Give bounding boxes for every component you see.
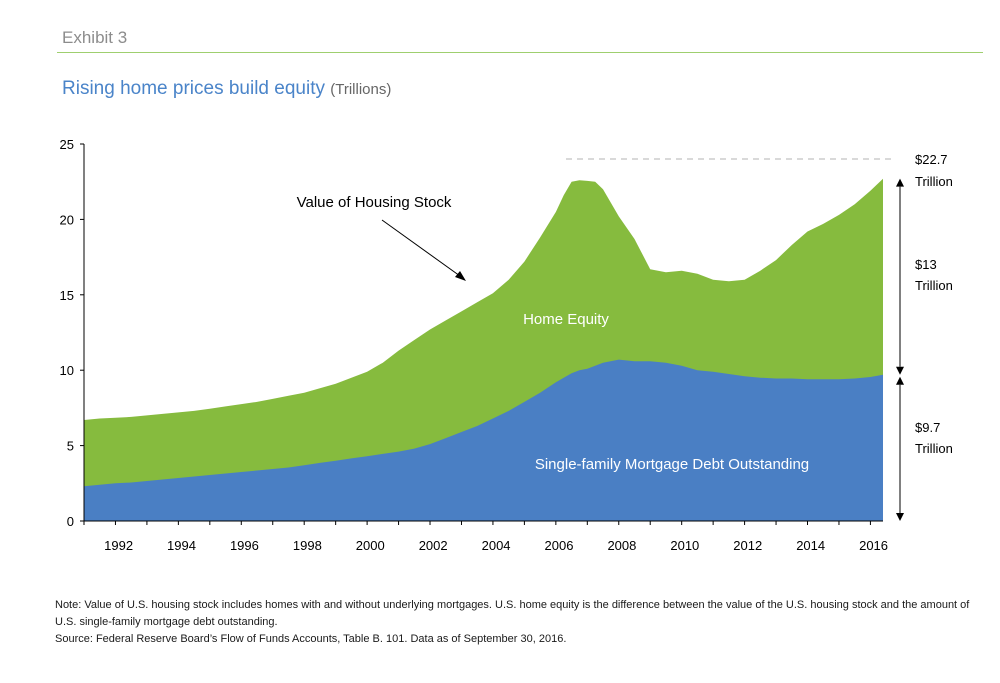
chart-annotations: Value of Housing Stock Home Equity Single-… [297, 152, 953, 521]
mortgage-debt-area [84, 359, 883, 521]
x-tick-label: 2012 [733, 538, 762, 553]
exhibit-label: Exhibit 3 [62, 28, 128, 47]
peak-unit-label: Trillion [915, 174, 953, 189]
debt-arrow-down-head [896, 513, 904, 521]
y-tick-label: 5 [67, 439, 74, 454]
y-tick-label: 0 [67, 514, 74, 529]
x-tick-label: 1992 [104, 538, 133, 553]
chart-areas [84, 178, 883, 521]
equity-arrow-down-head [896, 366, 904, 375]
debt-value-label: $9.7 [915, 420, 940, 435]
equity-value-label: $13 [915, 257, 937, 272]
housing-stock-pointer-head [455, 271, 466, 281]
y-tick-label: 10 [60, 363, 74, 378]
y-tick-label: 15 [60, 288, 74, 303]
x-tick-label: 2002 [419, 538, 448, 553]
x-tick-label: 1998 [293, 538, 322, 553]
x-tick-label: 2016 [859, 538, 888, 553]
chart-title-text: Rising home prices build equity [62, 78, 325, 99]
mortgage-debt-label: Single-family Mortgage Debt Outstanding [535, 456, 809, 473]
x-tick-label: 1994 [167, 538, 196, 553]
chart-axes: 0 5 10 15 20 25 1992 1994 1996 1998 2000 2002 2004 20… [60, 137, 888, 553]
housing-stock-pointer [381, 219, 461, 277]
y-tick-label: 20 [60, 212, 74, 227]
equity-unit-label: Trillion [915, 278, 953, 293]
debt-unit-label: Trillion [915, 441, 953, 456]
source-note: Source: Federal Reserve Board’s Flow of … [55, 633, 567, 645]
x-tick-label: 1996 [230, 538, 259, 553]
chart-title: Rising home prices build equity (Trillio… [62, 78, 391, 100]
x-tick-label: 2008 [607, 538, 636, 553]
footnote: Note: Value of U.S. housing stock includ… [55, 599, 970, 628]
x-tick-label: 2006 [545, 538, 574, 553]
peak-value-label: $22.7 [915, 152, 948, 167]
y-tick-label: 25 [60, 137, 74, 152]
x-tick-label: 2004 [482, 538, 511, 553]
home-equity-label: Home Equity [523, 311, 609, 328]
equity-arrow-up-head [896, 178, 904, 187]
x-tick-label: 2014 [796, 538, 825, 553]
chart-title-unit: (Trillions) [330, 81, 392, 98]
x-tick-label: 2000 [356, 538, 385, 553]
housing-stock-label: Value of Housing Stock [297, 194, 452, 211]
x-tick-label: 2010 [670, 538, 699, 553]
header-divider [57, 52, 983, 53]
debt-arrow-up-head [896, 376, 904, 385]
